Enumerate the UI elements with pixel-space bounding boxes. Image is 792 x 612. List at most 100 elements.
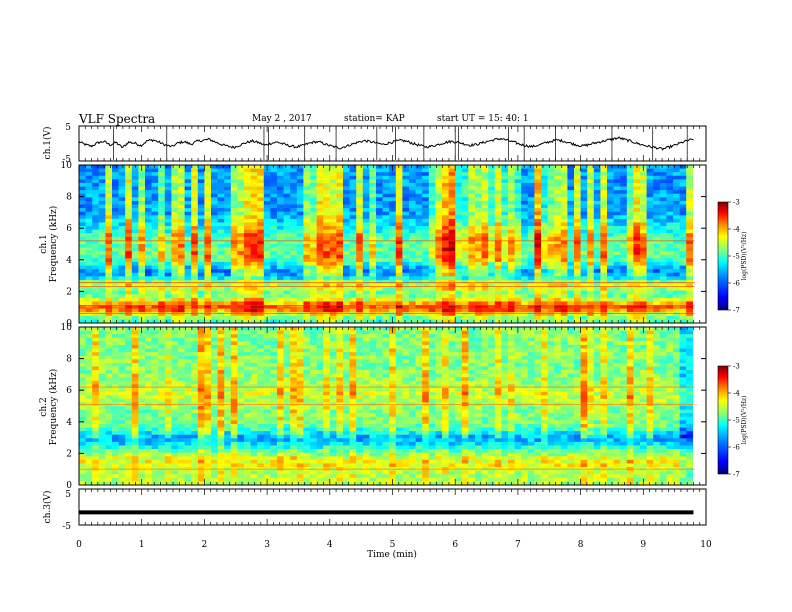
spectrogram-cell	[369, 233, 377, 238]
spectrogram-cell	[560, 308, 568, 313]
spectrogram-cell	[455, 272, 463, 277]
spectrogram-cell	[422, 272, 430, 277]
spectrogram-cell	[98, 233, 106, 238]
spectrogram-cell	[112, 337, 119, 342]
spectrogram-cell	[290, 308, 298, 313]
spectrogram-cell	[79, 334, 86, 339]
spectrogram-cell	[184, 240, 192, 245]
spectrogram-cell	[389, 226, 397, 230]
spectrogram-cell	[534, 348, 542, 353]
spectrogram-cell	[92, 165, 100, 169]
spectrogram-cell	[158, 175, 166, 180]
spectrogram-cell	[508, 315, 515, 320]
spectrogram-cell	[435, 208, 443, 212]
spectrogram-cell	[501, 247, 509, 252]
spectrogram-cell	[336, 193, 344, 198]
spectrogram-cell	[389, 200, 397, 205]
spectrogram-cell	[270, 229, 278, 234]
spectrogram-cell	[217, 352, 225, 357]
spectrogram-cell	[336, 182, 344, 187]
spectrogram-cell	[422, 211, 430, 216]
spectrogram-cell	[145, 327, 152, 331]
spectrogram-cell	[607, 247, 614, 252]
spectrogram-cell	[92, 182, 100, 187]
spectrogram-cell	[626, 182, 634, 187]
spectrogram-cell	[607, 315, 614, 320]
spectrogram-cell	[329, 211, 337, 216]
spectrogram-cell	[461, 165, 469, 169]
spectrogram-cell	[250, 355, 258, 360]
spectrogram-cell	[310, 352, 317, 357]
spectrogram-cell	[277, 305, 284, 309]
spectrogram-cell	[158, 244, 166, 248]
spectrogram-cell	[488, 276, 496, 281]
spectrogram-cell	[283, 305, 291, 309]
spectrogram-cell	[613, 175, 621, 180]
spectrogram-cell	[488, 179, 496, 184]
spectrogram-cell	[666, 287, 674, 291]
spectrogram-cell	[277, 186, 284, 191]
spectrogram-cell	[131, 226, 139, 230]
spectrogram-cell	[118, 240, 126, 245]
spectrogram-cell	[580, 200, 588, 205]
spectrogram-cell	[514, 341, 522, 346]
spectrogram-cell	[409, 334, 416, 339]
spectrogram-cell	[534, 197, 542, 202]
spectrogram-cell	[435, 269, 443, 274]
spectrogram-cell	[475, 337, 482, 342]
spectrogram-cell	[125, 327, 133, 331]
spectrogram-cell	[653, 208, 661, 212]
spectrogram-cell	[178, 197, 185, 202]
spectrogram-cell	[118, 272, 126, 277]
spectrogram-cell	[560, 226, 568, 230]
spectrogram-cell	[488, 193, 496, 198]
spectrogram-cell	[224, 272, 232, 277]
spectrogram-cell	[521, 251, 529, 256]
spectrogram-cell	[547, 344, 555, 349]
spectrogram-cell	[230, 312, 238, 317]
spectrogram-cell	[376, 344, 383, 349]
spectrogram-cell	[620, 334, 628, 339]
spectrogram-cell	[455, 229, 463, 234]
spectrogram-cell	[79, 179, 86, 184]
spectrogram-cell	[402, 215, 410, 220]
spectrogram-cell	[125, 269, 133, 274]
spectrogram-cell	[184, 269, 192, 274]
spectrogram-cell	[587, 172, 595, 177]
spectrogram-cell	[376, 247, 383, 252]
spectrogram-cell	[250, 348, 258, 353]
spectrogram-cell	[290, 337, 298, 342]
spectrogram-cell	[376, 190, 383, 195]
spectrogram-cell	[633, 297, 641, 302]
spectrogram-cell	[448, 279, 456, 284]
spectrogram-cell	[211, 355, 218, 360]
spectrogram-cell	[263, 348, 271, 353]
spectrogram-cell	[303, 261, 311, 266]
spectrogram-cell	[646, 215, 654, 220]
spectrogram-cell	[402, 279, 410, 284]
spectrogram-cell	[316, 236, 324, 241]
spectrogram-cell	[125, 276, 133, 281]
spectrogram-cell	[290, 208, 298, 212]
spectrogram-cell	[468, 276, 476, 281]
spectrogram-cell	[461, 197, 469, 202]
spectrogram-cell	[329, 179, 337, 184]
spectrogram-cell	[217, 251, 225, 256]
spectrogram-cell	[554, 218, 562, 223]
spectrogram-cell	[428, 172, 436, 177]
spectrogram-cell	[613, 186, 621, 191]
spectrogram-cell	[224, 222, 232, 227]
spectrogram-cell	[85, 258, 93, 263]
spectrogram-cell	[270, 165, 278, 169]
spectrogram-cell	[184, 244, 192, 248]
spectrogram-cell	[646, 305, 654, 309]
spectrogram-cell	[455, 341, 463, 346]
spectrogram-cell	[461, 330, 469, 335]
spectrogram-cell	[428, 186, 436, 191]
spectrogram-cell	[560, 197, 568, 202]
spectrogram-cell	[197, 348, 205, 353]
spectrogram-cell	[475, 240, 482, 245]
spectrogram-cell	[224, 190, 232, 195]
spectrogram-cell	[92, 348, 100, 353]
spectrogram-cell	[230, 240, 238, 245]
